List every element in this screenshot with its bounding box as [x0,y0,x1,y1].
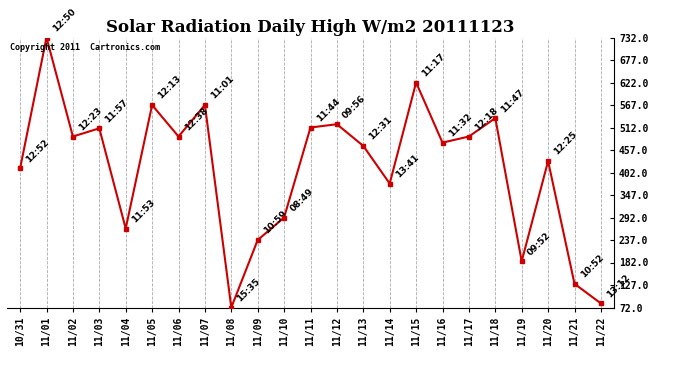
Text: 11:17: 11:17 [420,52,447,78]
Text: 12:52: 12:52 [24,138,51,164]
Text: 10:59: 10:59 [262,209,288,236]
Text: 11:57: 11:57 [104,98,130,124]
Text: 12:38: 12:38 [183,106,209,132]
Text: 11:53: 11:53 [130,198,157,224]
Text: 12:25: 12:25 [552,130,579,157]
Text: 09:56: 09:56 [341,93,368,120]
Text: 10:52: 10:52 [579,253,605,280]
Text: 08:49: 08:49 [288,187,315,213]
Text: Copyright 2011  Cartronics.com: Copyright 2011 Cartronics.com [10,43,160,52]
Text: 11:01: 11:01 [209,74,235,101]
Text: 11:47: 11:47 [500,87,526,114]
Text: 13:12: 13:12 [605,273,631,299]
Text: 12:13: 12:13 [156,74,183,101]
Text: 12:18: 12:18 [473,106,500,132]
Text: 12:23: 12:23 [77,106,104,132]
Text: 13:41: 13:41 [394,153,421,179]
Text: 09:52: 09:52 [526,231,553,257]
Text: 11:44: 11:44 [315,96,342,123]
Text: 15:35: 15:35 [235,277,262,303]
Text: 12:31: 12:31 [368,115,394,142]
Title: Solar Radiation Daily High W/m2 20111123: Solar Radiation Daily High W/m2 20111123 [106,19,515,36]
Text: 12:50: 12:50 [50,7,77,33]
Text: 11:32: 11:32 [446,112,473,138]
